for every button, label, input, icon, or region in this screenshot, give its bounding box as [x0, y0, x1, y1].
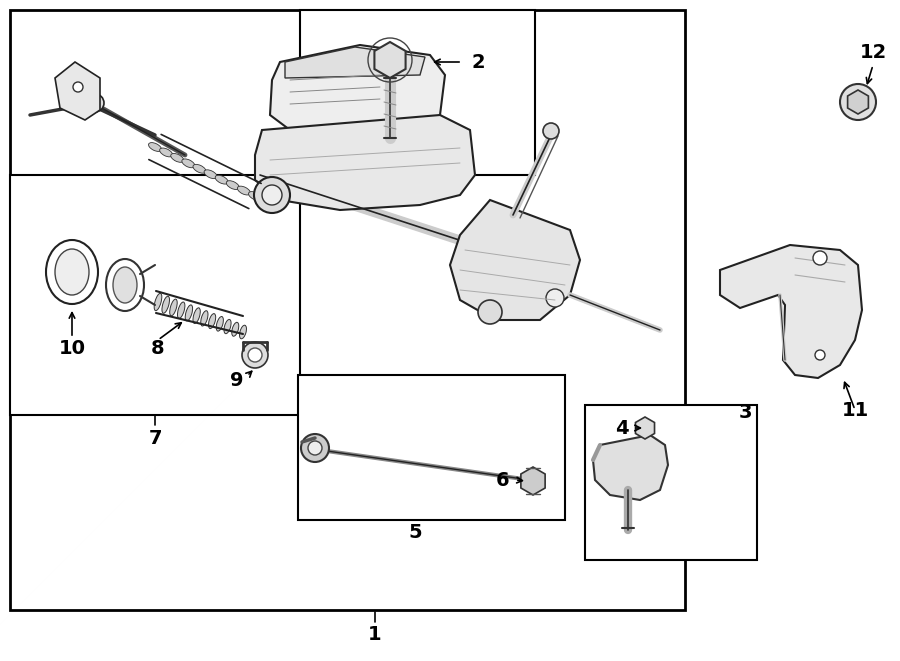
Ellipse shape [215, 175, 228, 184]
Bar [10, 175, 300, 415]
Circle shape [73, 82, 83, 92]
Ellipse shape [238, 186, 250, 195]
Ellipse shape [232, 323, 239, 336]
Polygon shape [285, 47, 425, 78]
Ellipse shape [224, 319, 231, 334]
Ellipse shape [201, 311, 208, 326]
Bar [298, 375, 565, 520]
Ellipse shape [113, 267, 137, 303]
Ellipse shape [55, 249, 89, 295]
Text: 6: 6 [496, 471, 509, 490]
Polygon shape [593, 435, 668, 500]
Circle shape [815, 350, 825, 360]
Text: 12: 12 [860, 42, 886, 61]
Text: 8: 8 [151, 338, 165, 358]
Circle shape [813, 251, 827, 265]
Circle shape [242, 342, 268, 368]
Ellipse shape [154, 293, 162, 311]
Circle shape [254, 177, 290, 213]
Circle shape [301, 434, 329, 462]
Ellipse shape [46, 240, 98, 304]
Ellipse shape [148, 143, 161, 151]
Circle shape [248, 348, 262, 362]
Ellipse shape [209, 313, 216, 329]
Circle shape [262, 185, 282, 205]
Text: 10: 10 [58, 338, 86, 358]
Text: 3: 3 [738, 403, 752, 422]
Ellipse shape [204, 170, 217, 178]
Circle shape [543, 123, 559, 139]
Text: 1: 1 [368, 625, 382, 644]
Text: 11: 11 [842, 401, 868, 420]
Circle shape [86, 94, 104, 112]
Circle shape [840, 84, 876, 120]
Bar [585, 405, 757, 560]
Polygon shape [270, 45, 445, 130]
Ellipse shape [193, 165, 206, 173]
Polygon shape [55, 62, 100, 120]
Polygon shape [450, 200, 580, 320]
Ellipse shape [177, 302, 184, 319]
Ellipse shape [182, 159, 194, 168]
Text: 4: 4 [616, 418, 629, 438]
Text: 5: 5 [409, 522, 422, 541]
Ellipse shape [171, 153, 184, 163]
Ellipse shape [248, 192, 262, 200]
Circle shape [308, 441, 322, 455]
Bar [10, 10, 685, 610]
Ellipse shape [185, 305, 193, 321]
Circle shape [849, 93, 867, 111]
Ellipse shape [193, 308, 201, 323]
Text: 9: 9 [230, 371, 244, 389]
Polygon shape [720, 245, 862, 378]
Ellipse shape [162, 296, 169, 313]
Ellipse shape [159, 148, 173, 157]
Ellipse shape [170, 299, 177, 316]
Ellipse shape [226, 180, 239, 190]
Bar [300, 10, 535, 175]
Ellipse shape [106, 259, 144, 311]
Ellipse shape [239, 325, 247, 339]
Ellipse shape [216, 317, 223, 331]
Circle shape [478, 300, 502, 324]
Text: 2: 2 [472, 52, 485, 71]
Text: 7: 7 [148, 428, 162, 447]
Circle shape [546, 289, 564, 307]
Polygon shape [255, 115, 475, 210]
